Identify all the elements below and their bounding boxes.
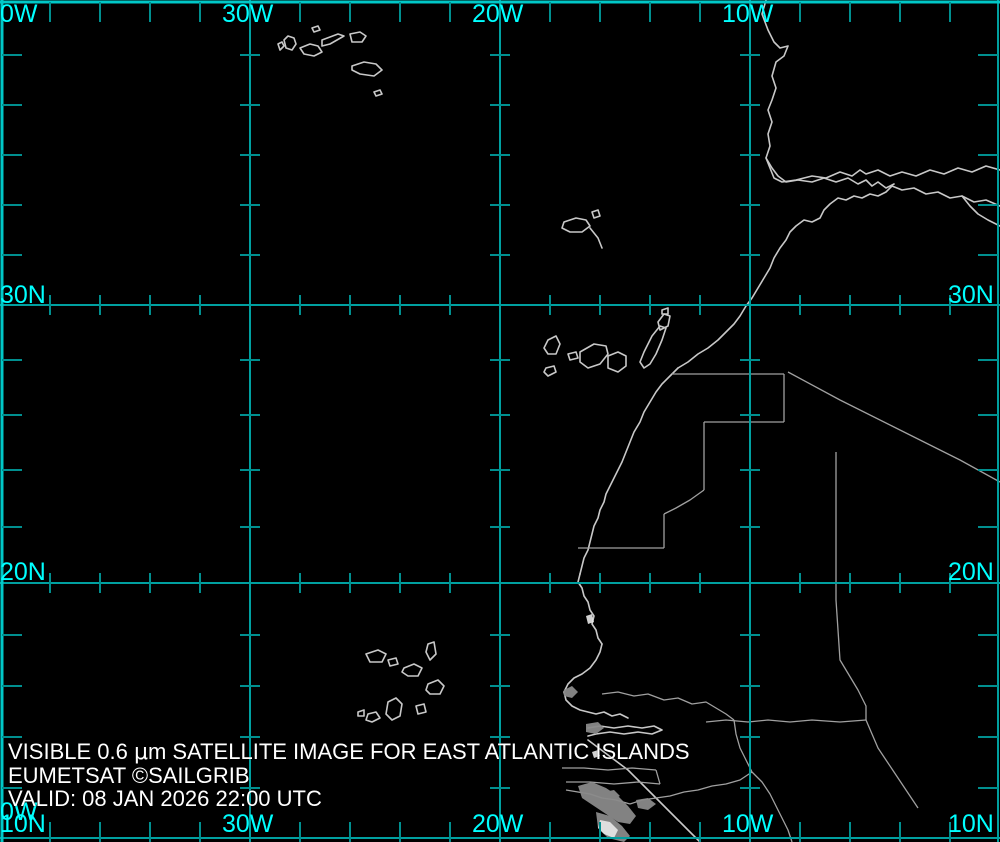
island-azores-santamaria [373, 89, 383, 97]
island-azores-graciosa [311, 25, 321, 33]
latitude-lines [0, 304, 1000, 839]
coastline-guinea [587, 739, 701, 842]
border-gambia-north [562, 767, 657, 771]
island-azores-flores [283, 35, 297, 51]
caption-title-prefix: VISIBLE 0.6 [8, 739, 134, 764]
coastline-senegal [563, 643, 629, 719]
coastline-gambia [587, 725, 663, 737]
border-morocco-algeria [787, 371, 1000, 483]
cloud-senegal-river [586, 722, 604, 734]
island-azores-corvo [277, 41, 285, 51]
caption-source: EUMETSAT ©SAILGRIB [8, 763, 250, 788]
borders-layer [562, 371, 1000, 842]
island-azores-faial [299, 43, 323, 57]
cloud-layer-bright [586, 614, 618, 838]
coastline-west-sahara [579, 367, 679, 575]
island-fuerteventura [639, 325, 667, 369]
coastline-morocco-med [891, 185, 1000, 207]
island-azores-saomiguel [351, 61, 383, 77]
cloud-bright-coast [598, 820, 618, 838]
island-lanzarote [657, 313, 671, 331]
island-azores-terceira [349, 31, 367, 43]
island-santo-antao [365, 649, 387, 663]
island-tenerife [579, 343, 609, 369]
border-gambia-east [655, 769, 661, 785]
caption-title-suffix: m SATELLITE IMAGE FOR EAST ATLANTIC ISLA… [147, 739, 690, 764]
cloud-guinea-bissau [578, 782, 636, 824]
cloud-north-guinea [636, 798, 656, 810]
island-madeira [561, 217, 591, 233]
border-gambia-south [566, 781, 661, 785]
border-mauritania-mali [835, 452, 867, 720]
coastline-iberia [761, 0, 1000, 183]
island-fogo [365, 711, 381, 723]
border-senegal-mauritania [601, 691, 735, 721]
island-boa-vista [425, 679, 445, 695]
border-senegal-mali [733, 719, 753, 773]
coastline-morocco [677, 185, 893, 369]
island-brava [357, 709, 365, 717]
coastline-algeria [961, 195, 1000, 227]
border-mali-west [705, 719, 867, 723]
island-azores-pico [321, 33, 345, 47]
island-santiago [385, 697, 403, 721]
island-la-gomera [567, 351, 579, 361]
coastlines-layer [277, 0, 1000, 842]
tick-interior [49, 54, 951, 789]
caption-block: VISIBLE 0.6 μm SATELLITE IMAGE FOR EAST … [8, 740, 690, 810]
coastline-iberia-south [765, 157, 895, 189]
border-wsahara-mauritania-diag [663, 489, 705, 515]
coastline-cap-blanc [577, 573, 603, 645]
island-desertas [589, 227, 603, 249]
cloud-casamance [604, 790, 620, 800]
island-sal [425, 641, 437, 661]
cloud-bright-small-2 [586, 614, 594, 624]
caption-title: VISIBLE 0.6 μm SATELLITE IMAGE FOR EAST … [8, 740, 690, 764]
island-el-hierro [543, 365, 557, 377]
island-porto-santo [591, 209, 601, 219]
caption-micro-symbol: μ [133, 740, 148, 765]
caption-valid-time: VALID: 08 JAN 2026 22:00 UTC [8, 786, 322, 811]
island-gran-canaria [607, 351, 627, 373]
cloud-bright-small-1 [592, 750, 600, 758]
island-sao-nicolau [401, 663, 423, 677]
island-graciosa-canary [661, 307, 669, 315]
border-guinea-inland [751, 771, 793, 842]
cloud-capvert [564, 686, 578, 698]
border-mali-guinea [865, 719, 919, 809]
island-la-palma [543, 335, 561, 355]
island-sao-vicente [387, 657, 399, 667]
island-maio [415, 703, 427, 715]
